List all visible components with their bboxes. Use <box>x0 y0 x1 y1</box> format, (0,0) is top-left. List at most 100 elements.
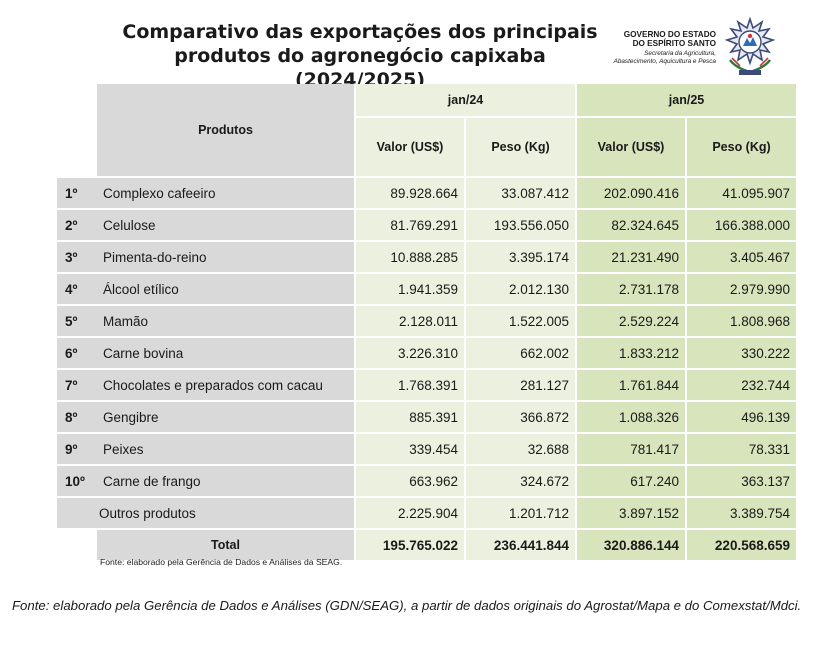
header-peso-25: Peso (Kg) <box>685 117 796 178</box>
valor-25-cell: 781.417 <box>575 433 686 466</box>
valor-25-cell: 1.833.212 <box>575 337 686 370</box>
government-logo-text: GOVERNO DO ESTADO DO ESPÍRITO SANTO Secr… <box>612 30 716 65</box>
title-line-1: Comparativo das exportações dos principa… <box>122 21 598 43</box>
table-row: 1º Complexo cafeeiro 89.928.664 33.087.412 2… <box>57 177 796 210</box>
table-row: 2º Celulose 81.769.291 193.556.050 82.324.64… <box>57 209 796 242</box>
header-produtos: Produtos <box>97 84 355 178</box>
valor-25-cell: 21.231.490 <box>575 241 686 274</box>
product-name: Mamão <box>97 305 355 338</box>
valor-25-cell: 202.090.416 <box>575 177 686 210</box>
peso-24-cell: 3.395.174 <box>464 241 576 274</box>
peso-25-cell: 3.405.467 <box>685 241 796 274</box>
header-peso-24: Peso (Kg) <box>464 117 576 178</box>
peso-24-cell: 32.688 <box>464 433 576 466</box>
exports-table: Produtos jan/24 jan/25 Valor (US$) Peso … <box>57 84 796 562</box>
peso-25-cell: 330.222 <box>685 337 796 370</box>
valor-25-cell: 3.897.152 <box>575 497 686 530</box>
total-peso-24: 236.441.844 <box>464 529 576 562</box>
product-name: Chocolates e preparados com cacau <box>97 369 355 402</box>
peso-24-cell: 281.127 <box>464 369 576 402</box>
peso-24-cell: 366.872 <box>464 401 576 434</box>
valor-24-cell: 885.391 <box>354 401 465 434</box>
gov-line-1: GOVERNO DO ESTADO <box>623 30 716 39</box>
valor-24-cell: 89.928.664 <box>354 177 465 210</box>
page-title: Comparativo das exportações dos principa… <box>120 20 600 92</box>
total-label: Total <box>97 529 355 562</box>
peso-24-cell: 662.002 <box>464 337 576 370</box>
peso-24-cell: 324.672 <box>464 465 576 498</box>
table-source-note: Fonte: elaborado pela Gerência de Dados … <box>100 557 343 567</box>
gov-line-2: DO ESPÍRITO SANTO <box>632 39 716 48</box>
rank-cell: 3º <box>57 241 97 274</box>
valor-24-cell: 1.941.359 <box>354 273 465 306</box>
table-row: 3º Pimenta-do-reino 10.888.285 3.395.174 21.… <box>57 241 796 274</box>
total-valor-25: 320.886.144 <box>575 529 686 562</box>
table-row: 9º Peixes 339.454 32.688 781.417 78.331 <box>57 433 796 466</box>
peso-25-cell: 78.331 <box>685 433 796 466</box>
coat-of-arms-icon <box>724 16 776 75</box>
rank-cell: 5º <box>57 305 97 338</box>
total-valor-24: 195.765.022 <box>354 529 465 562</box>
rank-cell: 9º <box>57 433 97 466</box>
peso-25-cell: 3.389.754 <box>685 497 796 530</box>
header-valor-25: Valor (US$) <box>575 117 686 178</box>
table-row: 8º Gengibre 885.391 366.872 1.088.326 496.139 <box>57 401 796 434</box>
valor-25-cell: 2.731.178 <box>575 273 686 306</box>
corner-blank <box>57 84 97 118</box>
peso-25-cell: 232.744 <box>685 369 796 402</box>
valor-24-cell: 10.888.285 <box>354 241 465 274</box>
peso-24-cell: 33.087.412 <box>464 177 576 210</box>
peso-25-cell: 1.808.968 <box>685 305 796 338</box>
rank-cell <box>57 497 97 530</box>
header-valor-24: Valor (US$) <box>354 117 465 178</box>
product-name: Gengibre <box>97 401 355 434</box>
valor-25-cell: 1.088.326 <box>575 401 686 434</box>
figure-source-caption: Fonte: elaborado pela Gerência de Dados … <box>12 598 802 613</box>
rank-cell: 10º <box>57 465 97 498</box>
product-name: Peixes <box>97 433 355 466</box>
peso-25-cell: 363.137 <box>685 465 796 498</box>
rank-cell: 2º <box>57 209 97 242</box>
valor-24-cell: 81.769.291 <box>354 209 465 242</box>
corner-blank-2 <box>57 117 97 178</box>
peso-24-cell: 2.012.130 <box>464 273 576 306</box>
product-name: Álcool etílico <box>97 273 355 306</box>
product-name: Pimenta-do-reino <box>97 241 355 274</box>
valor-25-cell: 1.761.844 <box>575 369 686 402</box>
header-period-1: jan/24 <box>354 84 576 118</box>
peso-24-cell: 1.201.712 <box>464 497 576 530</box>
peso-25-cell: 166.388.000 <box>685 209 796 242</box>
total-peso-25: 220.568.659 <box>685 529 796 562</box>
valor-24-cell: 2.225.904 <box>354 497 465 530</box>
table-row: 10º Carne de frango 663.962 324.672 617.240 3… <box>57 465 796 498</box>
valor-24-cell: 339.454 <box>354 433 465 466</box>
product-name: Complexo cafeeiro <box>97 177 355 210</box>
valor-25-cell: 617.240 <box>575 465 686 498</box>
gov-line-3: Secretaria da Agricultura, <box>644 50 716 57</box>
valor-24-cell: 663.962 <box>354 465 465 498</box>
table-row: 6º Carne bovina 3.226.310 662.002 1.833.212 3… <box>57 337 796 370</box>
peso-25-cell: 2.979.990 <box>685 273 796 306</box>
rank-cell: 1º <box>57 177 97 210</box>
table-row-outros: Outros produtos 2.225.904 1.201.712 3.89… <box>57 497 796 530</box>
product-name: Celulose <box>97 209 355 242</box>
valor-24-cell: 1.768.391 <box>354 369 465 402</box>
product-name: Carne bovina <box>97 337 355 370</box>
valor-24-cell: 2.128.011 <box>354 305 465 338</box>
valor-25-cell: 82.324.645 <box>575 209 686 242</box>
product-name: Outros produtos <box>97 497 355 530</box>
peso-25-cell: 41.095.907 <box>685 177 796 210</box>
rank-cell: 6º <box>57 337 97 370</box>
table-row: 4º Álcool etílico 1.941.359 2.012.130 2.731.… <box>57 273 796 306</box>
peso-25-cell: 496.139 <box>685 401 796 434</box>
product-name: Carne de frango <box>97 465 355 498</box>
peso-24-cell: 1.522.005 <box>464 305 576 338</box>
valor-25-cell: 2.529.224 <box>575 305 686 338</box>
rank-cell: 8º <box>57 401 97 434</box>
table-row: 5º Mamão 2.128.011 1.522.005 2.529.224 1.808.… <box>57 305 796 338</box>
valor-24-cell: 3.226.310 <box>354 337 465 370</box>
rank-cell: 4º <box>57 273 97 306</box>
header-period-2: jan/25 <box>575 84 796 118</box>
gov-line-4: Abastecimento, Aquicultura e Pesca <box>613 57 716 65</box>
table-row: 7º Chocolates e preparados com cacau 1.768… <box>57 369 796 402</box>
